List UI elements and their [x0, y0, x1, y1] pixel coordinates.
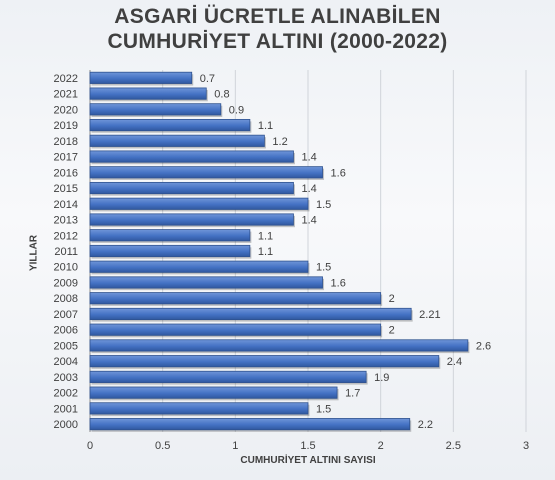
data-label: 2.21: [419, 309, 440, 321]
x-tick-label: 2: [378, 440, 384, 452]
data-label: 2: [389, 293, 395, 305]
bar: [89, 339, 469, 352]
y-tick-label: 2017: [54, 152, 78, 164]
data-label: 1.5: [316, 199, 331, 211]
bar: [89, 260, 309, 273]
bar: [89, 119, 251, 132]
y-tick-label: 2016: [54, 167, 78, 179]
chart-title: ASGARİ ÜCRETLE ALINABİLEN CUMHURİYET ALT…: [0, 4, 555, 54]
data-label: 2.6: [476, 340, 491, 352]
y-tick-label: 2010: [54, 262, 78, 274]
bar: [89, 87, 207, 100]
bar: [89, 103, 222, 116]
y-tick-label: 2020: [54, 104, 78, 116]
bar: [89, 370, 367, 383]
bar: [89, 197, 309, 210]
bars: [89, 71, 470, 432]
bar: [89, 276, 323, 289]
x-tick-label: 3: [523, 440, 529, 452]
bar: [89, 150, 294, 163]
data-label: 0.9: [229, 104, 244, 116]
data-label: 0.7: [200, 73, 215, 85]
x-axis-title: CUMHURİYET ALTINI SAYISI: [240, 455, 376, 466]
data-label: 1.4: [301, 152, 316, 164]
data-label: 1.6: [331, 277, 346, 289]
y-tick-label: 2002: [54, 388, 78, 400]
bar: [89, 292, 382, 305]
y-tick-label: 2014: [54, 199, 78, 211]
bar: [89, 166, 323, 179]
y-tick-label: 2022: [54, 73, 78, 85]
y-tick-label: 2008: [54, 293, 78, 305]
data-label: 2: [389, 325, 395, 337]
bar: [89, 71, 193, 84]
y-tick-label: 2018: [54, 136, 78, 148]
bar: [89, 355, 440, 368]
y-tick-label: 2007: [54, 309, 78, 321]
data-label: 1.6: [331, 167, 346, 179]
y-tick-label: 2013: [54, 215, 78, 227]
data-label: 1.9: [374, 372, 389, 384]
y-tick-label: 2000: [54, 419, 78, 431]
bar: [89, 213, 294, 226]
y-tick-label: 2006: [54, 325, 78, 337]
data-label: 1.5: [316, 262, 331, 274]
data-label: 2.2: [418, 419, 433, 431]
bar: [89, 244, 251, 258]
bar: [89, 307, 412, 321]
y-tick-label: 2005: [54, 340, 78, 352]
y-tick-label: 2003: [54, 372, 78, 384]
x-tick-label: 2.5: [446, 440, 461, 452]
x-tick-label: 0.5: [155, 440, 170, 452]
y-axis-title: YILLAR: [28, 234, 40, 272]
bar: [89, 134, 265, 147]
chart-title-line-1: ASGARİ ÜCRETLE ALINABİLEN: [114, 5, 441, 28]
bar: [89, 386, 338, 399]
data-label: 1.4: [301, 183, 316, 195]
y-tick-labels: 2000 2001 2002 2003 2004 2005 2006 2007 2008 2009…: [54, 73, 78, 431]
x-tick-labels: 0 0.5 1 1.5 2 2.5 3: [87, 440, 529, 452]
bar: [89, 418, 411, 431]
y-tick-label: 2011: [54, 246, 78, 258]
bar: [89, 181, 294, 195]
y-tick-label: 2012: [54, 230, 78, 242]
data-label: 1.2: [272, 136, 287, 148]
data-label: 1.1: [258, 230, 273, 242]
y-tick-label: 2001: [54, 403, 78, 415]
data-label: 1.4: [301, 215, 316, 227]
data-label: 1.7: [345, 388, 360, 400]
data-label: 1.1: [258, 246, 273, 258]
x-tick-label: 1: [232, 440, 238, 452]
data-label: 1.1: [258, 120, 273, 132]
data-label: 2.4: [447, 356, 462, 368]
chart-title-line-2: CUMHURİYET ALTINI (2000-2022): [107, 30, 448, 53]
bar: [89, 402, 309, 415]
x-tick-label: 0: [87, 440, 93, 452]
y-tick-label: 2009: [54, 277, 78, 289]
x-tick-label: 1.5: [300, 440, 315, 452]
y-tick-label: 2019: [54, 120, 78, 132]
y-tick-label: 2015: [54, 183, 78, 195]
bar: [89, 323, 382, 336]
data-labels: 2.21.51.71.92.42.622.2121.61.51.11.11.41…: [200, 73, 491, 431]
data-label: 0.8: [214, 89, 229, 101]
y-tick-label: 2004: [54, 356, 78, 368]
bar: [89, 229, 251, 242]
data-label: 1.5: [316, 403, 331, 415]
y-tick-label: 2021: [54, 89, 78, 101]
